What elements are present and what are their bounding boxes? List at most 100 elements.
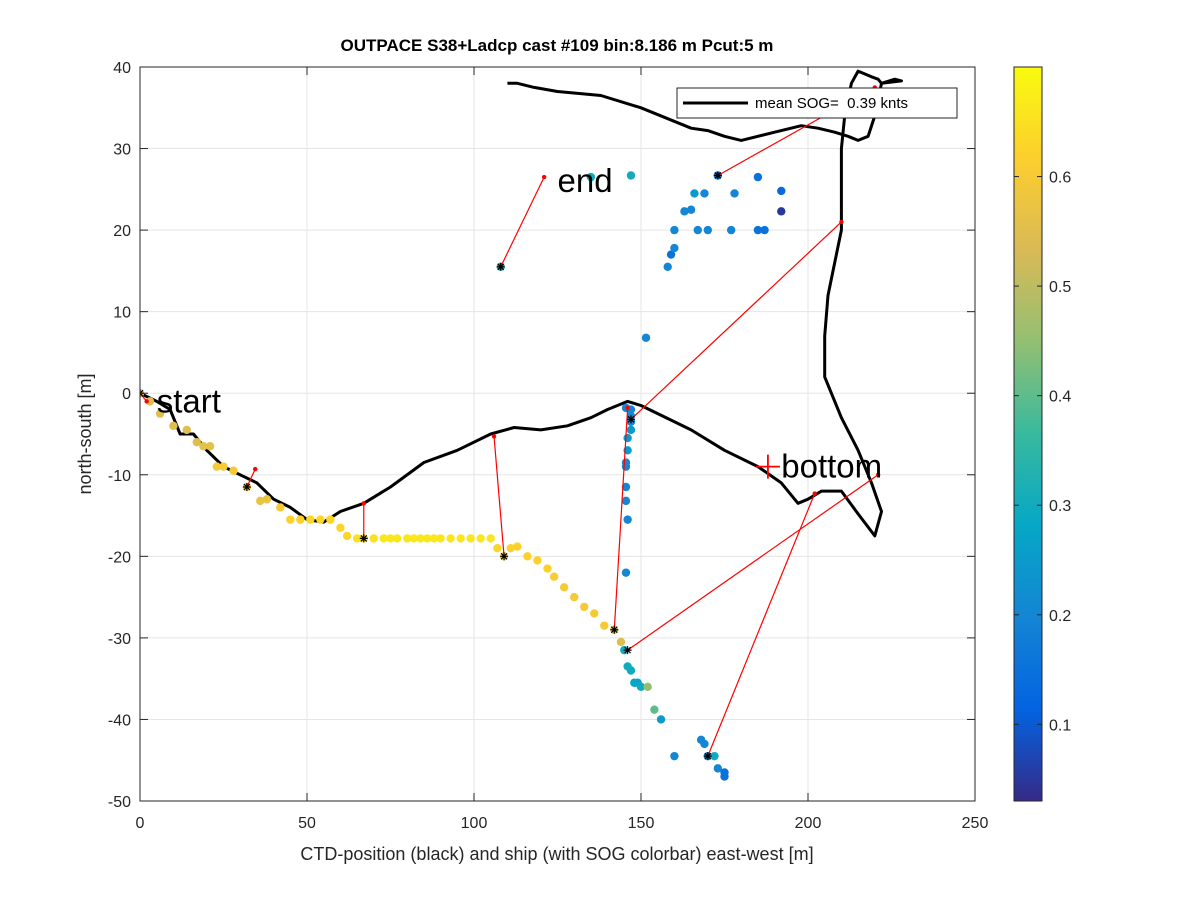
connection-ship-star-1	[242, 483, 251, 492]
ship-point-74	[621, 482, 631, 492]
connection-ctd-dot-8	[541, 174, 547, 180]
connection-ctd-dot-7	[812, 491, 817, 496]
ship-point-36	[466, 534, 475, 543]
ship-point-103	[626, 171, 636, 180]
ship-point-13	[262, 495, 272, 504]
colorbar-tick-label-0: 0.1	[1049, 717, 1071, 734]
ship-point-25	[379, 534, 389, 543]
ship-point-34	[446, 534, 455, 543]
y-tick-label-0: -50	[108, 794, 131, 811]
ship-point-84	[641, 333, 651, 342]
ship-point-92	[700, 189, 709, 198]
colorbar-tick-label-1: 0.2	[1049, 608, 1071, 625]
annotations: start end bottom	[157, 162, 882, 484]
ship-point-49	[580, 602, 589, 612]
colorbar-tick-label-4: 0.5	[1049, 279, 1071, 296]
chart-title: OUTPACE S38+Ladcp cast #109 bin:8.186 m …	[341, 36, 774, 55]
ship-point-6	[199, 442, 208, 451]
ship-point-67	[710, 751, 719, 761]
ship-point-17	[306, 515, 315, 524]
ship-point-21	[342, 531, 352, 541]
ship-point-28	[403, 534, 412, 543]
ship-point-89	[680, 207, 689, 216]
ship-point-60	[643, 682, 652, 692]
ship-point-61	[650, 705, 659, 714]
connection-ship-star-9	[713, 171, 722, 180]
plot-area	[140, 67, 975, 801]
ship-point-30	[416, 534, 425, 543]
ship-point-101	[777, 207, 786, 216]
ship-point-95	[726, 225, 736, 235]
ship-point-53	[616, 637, 626, 647]
ship-point-79	[626, 425, 636, 435]
ship-point-9	[219, 462, 228, 471]
x-tick-label-0: 0	[136, 815, 145, 832]
x-axis-label: CTD-position (black) and ship (with SOG …	[300, 844, 813, 864]
ship-point-12	[256, 496, 265, 506]
ship-point-47	[559, 583, 569, 592]
x-tick-label-2: 100	[461, 815, 488, 832]
connection-ctd-dot-6	[875, 472, 881, 477]
ship-point-98	[753, 225, 763, 235]
grid	[140, 67, 975, 801]
ship-point-7	[205, 442, 215, 451]
ship-point-65	[700, 739, 709, 749]
ship-point-68	[713, 764, 723, 773]
ship-point-100	[777, 186, 786, 196]
ship-point-37	[476, 534, 485, 543]
ship-point-91	[690, 189, 699, 198]
ship-point-46	[549, 572, 559, 581]
legend[interactable]: mean SOG= 0.39 knts	[676, 87, 958, 119]
y-tick-label-4: -10	[108, 468, 131, 485]
annotation-bottom: bottom	[781, 448, 882, 485]
ship-point-78	[623, 433, 632, 443]
ship-point-94	[703, 225, 712, 235]
ship-point-22	[352, 534, 362, 543]
ship-point-88	[670, 225, 679, 235]
ship-point-32	[429, 534, 439, 543]
ship-point-71	[621, 568, 631, 577]
ship-point-4	[182, 425, 191, 435]
ship-point-3	[169, 421, 178, 431]
y-tick-label-1: -40	[108, 712, 131, 729]
colorbar-gradient	[1013, 66, 1043, 802]
connection-ctd-dot-2	[361, 501, 366, 506]
ship-point-86	[666, 250, 676, 259]
ship-point-73	[621, 496, 631, 506]
connection-ship-star-2	[359, 534, 368, 543]
connection-line-5	[630, 221, 842, 420]
y-tick-label-8: 30	[113, 142, 131, 159]
ship-point-2	[155, 409, 165, 418]
colorbar-ticks: 0.1 0.2 0.3 0.4 0.5 0.6	[1014, 170, 1071, 734]
ship-point-38	[486, 534, 495, 543]
y-tick-label-2: -30	[108, 631, 131, 648]
x-tick-label-1: 50	[298, 815, 316, 832]
ship-points	[140, 171, 786, 781]
colorbar-tick-label-5: 0.6	[1049, 170, 1071, 187]
ship-point-31	[423, 534, 432, 543]
y-tick-label-9: 40	[113, 60, 131, 77]
connection-ship-star-6	[623, 646, 632, 655]
ship-point-39	[493, 543, 502, 553]
y-tick-label-6: 10	[113, 305, 131, 322]
ship-point-27	[392, 534, 402, 543]
axis-ticks: 0 50 100 150 200 250 -50 -40 -30 -20 -10 0 10 20 30 40	[108, 60, 989, 832]
connection-ctd-dot-3	[491, 434, 497, 439]
ship-point-93	[693, 225, 702, 235]
ship-point-10	[229, 466, 238, 475]
x-tick-label-4: 200	[795, 815, 822, 832]
ship-point-43	[523, 552, 532, 561]
ship-point-51	[600, 621, 609, 630]
annotation-end: end	[558, 162, 613, 199]
ship-point-29	[409, 534, 419, 543]
ship-point-59	[636, 682, 646, 692]
ship-point-26	[386, 534, 395, 543]
plot-frame	[139, 66, 976, 802]
connection-ship-star-5	[626, 415, 635, 424]
ship-point-50	[590, 609, 599, 618]
connection-line-6	[627, 474, 879, 651]
ship-point-90	[686, 205, 696, 214]
y-tick-label-7: 20	[113, 223, 131, 240]
ship-point-70	[720, 772, 729, 781]
